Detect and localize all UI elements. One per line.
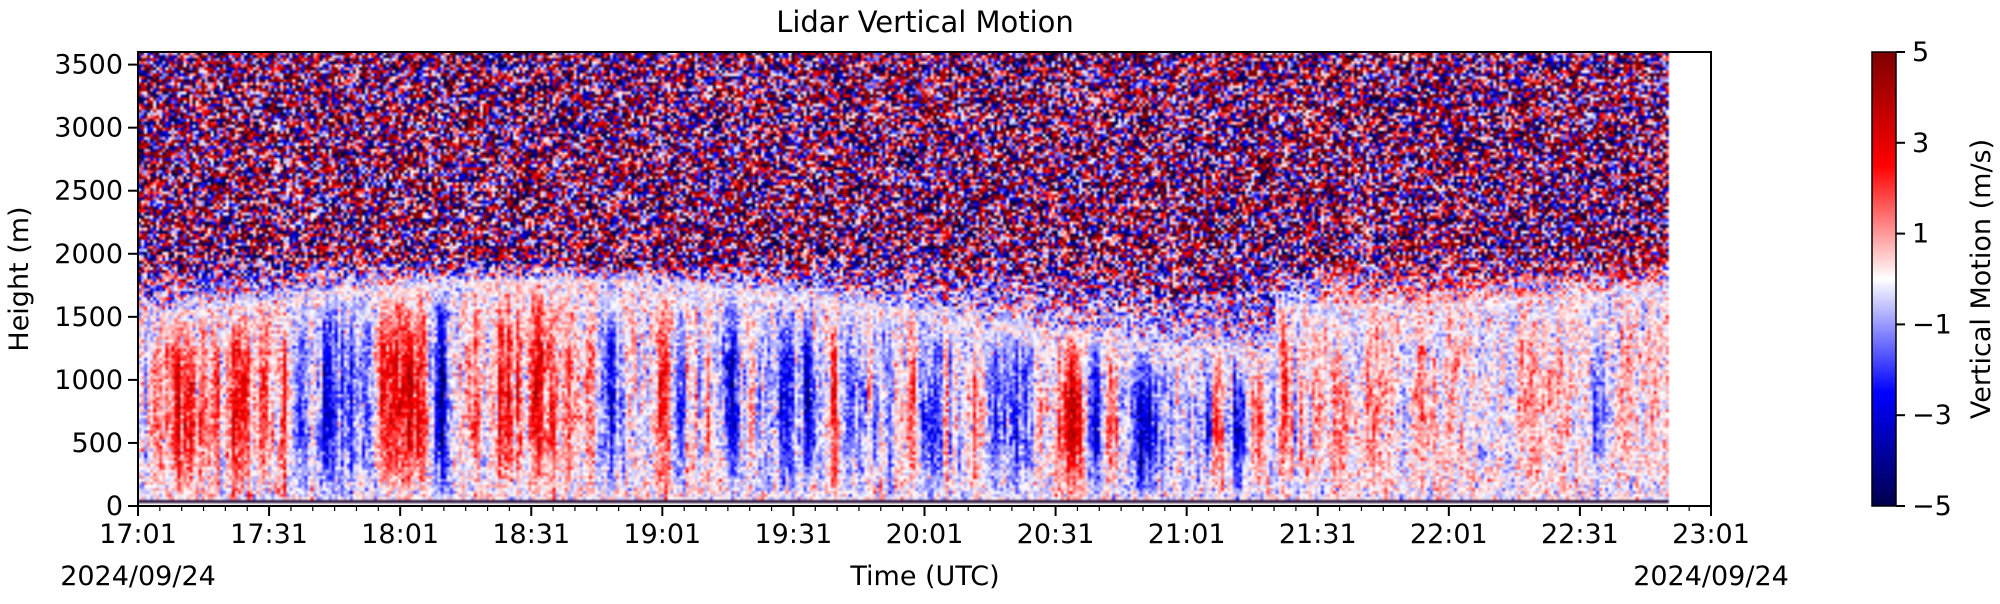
x-axis-label: Time (UTC): [849, 561, 999, 592]
y-tick-label: 0: [106, 491, 123, 522]
x-tick-label: 22:01: [1410, 519, 1488, 550]
x-tick-label: 18:01: [361, 519, 439, 550]
colorbar-tick-label: −5: [1912, 491, 1952, 522]
colorbar: [1872, 52, 1896, 506]
vertical-motion-heatmap: [138, 52, 1711, 506]
x-tick-label: 21:01: [1148, 519, 1226, 550]
colorbar-tick-label: −1: [1912, 309, 1952, 340]
y-tick-label: 500: [71, 428, 123, 459]
y-tick-label: 1500: [54, 302, 123, 333]
colorbar-tick-label: 5: [1912, 37, 1929, 68]
date-label-start: 2024/09/24: [60, 561, 216, 592]
x-tick-label: 17:01: [99, 519, 177, 550]
date-label-end: 2024/09/24: [1633, 561, 1789, 592]
x-tick-label: 19:01: [623, 519, 701, 550]
x-tick-label: 22:31: [1541, 519, 1619, 550]
x-tick-label: 19:31: [755, 519, 833, 550]
y-tick-label: 1000: [54, 365, 123, 396]
y-tick-label: 3500: [54, 50, 123, 81]
x-axis: 17:01 17:31 18:01 18:31 19:01 19:31 20:01 20:31…: [99, 506, 1750, 550]
x-tick-label: 21:31: [1279, 519, 1357, 550]
y-tick-label: 2500: [54, 176, 123, 207]
y-axis: 0 500 1000 1500 2000 2500 3000 3500: [54, 50, 138, 522]
y-axis-label: Height (m): [4, 206, 35, 351]
x-tick-label: 18:31: [492, 519, 570, 550]
x-tick-label: 20:01: [886, 519, 964, 550]
chart-title: Lidar Vertical Motion: [776, 5, 1074, 39]
colorbar-tick-label: 3: [1912, 128, 1929, 159]
colorbar-frame: [1871, 51, 1897, 507]
y-tick-label: 3000: [54, 113, 123, 144]
colorbar-tick-label: −3: [1912, 400, 1952, 431]
colorbar-tick-label: 1: [1912, 219, 1929, 250]
colorbar-axis: 5 3 1 −1 −3 −5: [1896, 37, 1952, 522]
y-tick-label: 2000: [54, 239, 123, 270]
x-tick-label: 23:01: [1672, 519, 1750, 550]
colorbar-label: Vertical Motion (m/s): [1966, 139, 1997, 419]
x-tick-label: 17:31: [230, 519, 308, 550]
x-tick-label: 20:31: [1017, 519, 1095, 550]
